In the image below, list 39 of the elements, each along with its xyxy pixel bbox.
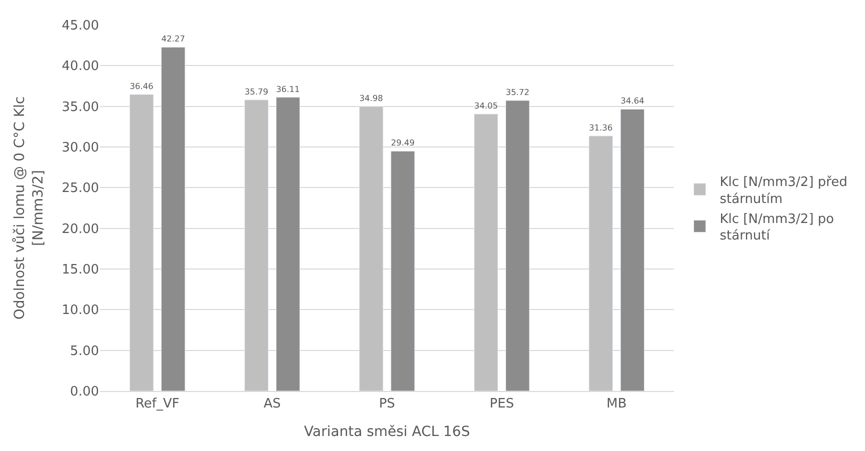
x-tick-label: AS — [264, 396, 281, 412]
y-axis-title: Odolnost vůči lomu @ 0 C°C Klc [N/mm3/2] — [12, 96, 46, 320]
bar — [506, 100, 530, 391]
y-tick-label: 10.00 — [62, 303, 99, 318]
bar — [620, 109, 644, 391]
bar — [359, 106, 384, 391]
bar — [276, 97, 300, 391]
y-tick-label: 20.00 — [62, 222, 99, 237]
legend-label: Klc [N/mm3/2] po stárnutí — [720, 212, 834, 244]
y-tick-label: 45.00 — [62, 18, 99, 34]
bar — [474, 114, 498, 391]
x-axis-title: Varianta směsi ACL 16S — [304, 424, 470, 440]
y-tick-label: 5.00 — [70, 344, 99, 359]
y-tick-label: 15.00 — [62, 262, 99, 278]
data-label: 42.27 — [161, 34, 185, 44]
data-label: 36.46 — [130, 80, 154, 91]
bar — [161, 46, 186, 391]
data-label: 34.05 — [474, 100, 498, 111]
data-label: 36.11 — [276, 84, 300, 94]
x-tick-label: PES — [490, 396, 514, 412]
y-tick-label: 40.00 — [62, 59, 99, 74]
bar — [588, 136, 613, 391]
x-tick-label: Ref_VF — [135, 396, 180, 412]
bar — [244, 100, 268, 391]
bar — [390, 150, 415, 391]
data-label: 31.36 — [589, 122, 613, 132]
y-tick-label: 0.00 — [70, 384, 99, 400]
y-tick-label: 35.00 — [62, 100, 99, 115]
data-label: 35.72 — [506, 86, 530, 97]
bar — [130, 94, 154, 391]
x-tick-label: MB — [606, 396, 627, 412]
y-tick-label: 30.00 — [62, 140, 99, 156]
x-tick-label: PS — [378, 396, 396, 412]
data-label: 29.49 — [390, 138, 415, 148]
data-label: 35.79 — [244, 86, 268, 96]
y-tick-label: 25.00 — [62, 181, 99, 196]
data-label: 34.64 — [620, 96, 644, 106]
legend-label: Klc [N/mm3/2] před stárnutím — [720, 175, 848, 207]
data-label: 34.98 — [359, 92, 384, 103]
